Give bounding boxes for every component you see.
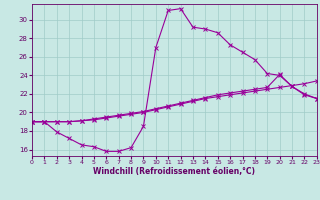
X-axis label: Windchill (Refroidissement éolien,°C): Windchill (Refroidissement éolien,°C) xyxy=(93,167,255,176)
